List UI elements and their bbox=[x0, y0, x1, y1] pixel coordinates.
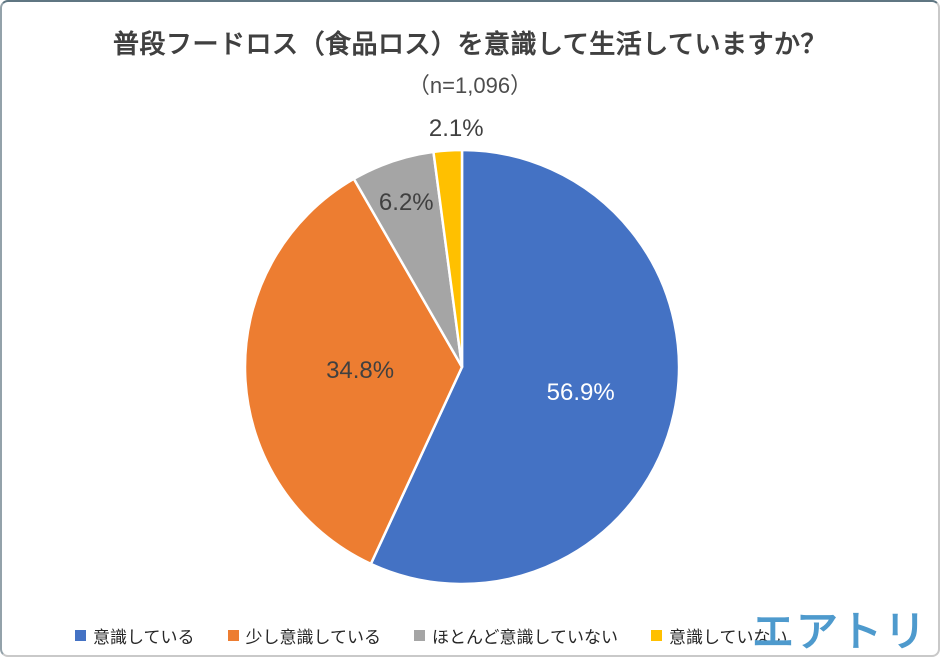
legend-label: 意識していない bbox=[668, 627, 788, 647]
chart-subtitle: （n=1,096） bbox=[407, 73, 533, 98]
legend-item-0: 意識している bbox=[75, 623, 195, 648]
pie-slice-1 bbox=[243, 177, 464, 566]
legend-item-1: 少し意識している bbox=[227, 623, 382, 648]
pie-slice-0 bbox=[369, 148, 681, 586]
legend-label: 意識している bbox=[93, 627, 195, 647]
pie-slice-3 bbox=[432, 148, 464, 369]
airtrip-logo: エアトリ bbox=[751, 607, 928, 655]
legend-swatch-icon bbox=[75, 629, 86, 641]
chart-legend: 意識している 少し意識している ほとんど意識していない 意識していない bbox=[75, 622, 787, 648]
legend-label: 少し意識している bbox=[245, 627, 382, 647]
legend-label: ほとんど意識していない bbox=[432, 627, 618, 647]
legend-item-2: ほとんど意識していない bbox=[414, 623, 618, 648]
chart-title: 普段フードロス（食品ロス）を意識して生活していますか？ bbox=[113, 29, 827, 59]
legend-swatch-icon bbox=[650, 629, 662, 641]
legend-swatch-icon bbox=[414, 629, 425, 641]
legend-item-3: 意識していない bbox=[650, 623, 788, 648]
pie-chart: 56.9% 34.8% 6.2% 2.1% bbox=[227, 115, 697, 602]
legend-swatch-icon bbox=[227, 629, 239, 641]
pie-chart-svg bbox=[243, 148, 681, 586]
